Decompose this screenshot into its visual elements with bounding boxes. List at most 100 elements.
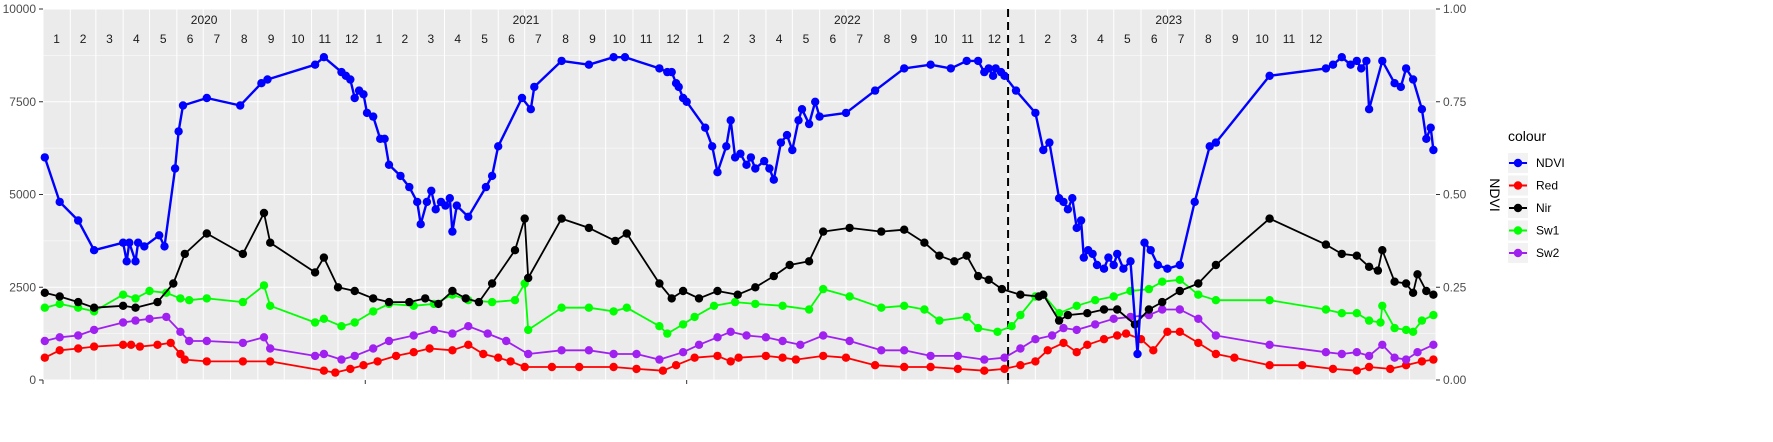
data-point-red — [319, 366, 329, 375]
data-point-nir — [557, 214, 566, 223]
month-label: 6 — [187, 32, 194, 46]
data-point-nir — [1194, 279, 1203, 288]
data-point-ndvi — [517, 93, 527, 103]
series-nir — [40, 208, 1438, 329]
data-point-ndvi — [1346, 60, 1355, 69]
data-point-sw1 — [1390, 323, 1399, 333]
legend-label: Sw1 — [1536, 224, 1560, 238]
data-point-sw2 — [1429, 340, 1438, 349]
data-point-nir — [1401, 279, 1411, 288]
data-point-nir — [769, 271, 778, 281]
data-point-sw1 — [1429, 310, 1438, 320]
data-point-red — [609, 362, 618, 372]
data-point-nir — [1083, 309, 1092, 318]
data-point-sw1 — [804, 305, 814, 314]
data-point-nir — [713, 286, 722, 296]
right-axis-tick-label: 0.50 — [1443, 188, 1467, 202]
data-point-nir — [1158, 297, 1167, 307]
data-point-sw1 — [709, 301, 719, 310]
data-point-sw2 — [1091, 320, 1100, 329]
data-point-sw2 — [1158, 305, 1167, 314]
data-point-sw1 — [55, 299, 64, 309]
data-point-nir — [40, 288, 49, 297]
data-point-red — [464, 340, 473, 349]
data-point-sw2 — [1000, 353, 1009, 362]
data-point-sw2 — [1265, 340, 1274, 349]
data-point-nir — [369, 294, 378, 303]
data-point-sw1 — [557, 303, 566, 312]
data-point-ndvi — [841, 108, 851, 118]
data-point-red — [1099, 335, 1109, 344]
data-point-ndvi — [236, 101, 245, 110]
month-label: 5 — [160, 32, 167, 46]
data-point-nir — [333, 283, 343, 292]
data-point-ndvi — [760, 156, 769, 166]
data-point-sw1 — [1158, 277, 1167, 286]
data-point-ndvi — [1068, 194, 1077, 203]
data-point-sw1 — [1417, 316, 1427, 325]
data-point-sw1 — [1109, 292, 1118, 301]
data-point-ndvi — [263, 75, 272, 84]
data-point-nir — [487, 279, 497, 288]
data-point-red — [1113, 331, 1122, 340]
data-point-sw1 — [185, 296, 194, 305]
data-point-nir — [310, 268, 320, 277]
data-point-ndvi — [1146, 246, 1155, 255]
data-point-ndvi — [788, 145, 797, 155]
month-label: 9 — [589, 32, 596, 46]
data-point-sw1 — [1054, 309, 1064, 318]
data-point-sw1 — [1321, 305, 1331, 314]
data-point-sw2 — [1194, 314, 1203, 323]
data-point-red — [1328, 364, 1338, 374]
data-point-sw1 — [1072, 301, 1081, 310]
data-point-nir — [1352, 251, 1362, 260]
month-label: 11 — [1283, 32, 1296, 46]
data-point-ndvi — [174, 127, 183, 136]
data-point-sw2 — [131, 316, 140, 325]
data-point-sw2 — [1352, 348, 1362, 357]
data-point-sw2 — [238, 338, 248, 348]
data-point-sw1 — [1091, 296, 1100, 305]
data-point-ndvi — [988, 71, 998, 81]
month-label: 7 — [1178, 32, 1185, 46]
data-point-ndvi — [487, 171, 497, 181]
data-point-sw1 — [973, 323, 983, 333]
data-point-nir — [1321, 240, 1331, 249]
month-label: 9 — [1232, 32, 1239, 46]
grid-lines — [42, 8, 1437, 381]
data-point-red — [1031, 357, 1040, 366]
data-point-ndvi — [1357, 64, 1366, 73]
data-point-sw1 — [920, 305, 929, 314]
data-point-ndvi — [369, 112, 378, 121]
data-point-red — [1072, 348, 1081, 357]
data-point-sw2 — [1031, 335, 1040, 344]
data-point-nir — [434, 299, 443, 309]
data-point-sw1 — [1175, 275, 1185, 284]
legend-item-sw2: Sw2 — [1508, 243, 1560, 263]
month-label: 11 — [319, 32, 332, 46]
month-label: 4 — [1097, 32, 1104, 46]
data-point-nir — [1408, 288, 1418, 297]
data-point-ndvi — [946, 64, 955, 73]
data-point-red — [1043, 346, 1052, 355]
data-point-red — [1429, 355, 1438, 364]
month-label: 12 — [1309, 32, 1323, 46]
data-point-ndvi — [713, 168, 722, 177]
data-point-nir — [1378, 246, 1387, 255]
data-point-ndvi — [257, 79, 266, 88]
data-point-ndvi — [726, 116, 735, 125]
month-label: 8 — [241, 32, 248, 46]
data-point-sw2 — [259, 333, 269, 342]
data-point-sw1 — [510, 296, 520, 305]
data-point-ndvi — [526, 105, 535, 114]
data-point-ndvi — [1378, 56, 1387, 66]
data-point-nir — [153, 297, 162, 307]
data-point-red — [373, 357, 382, 366]
data-point-nir — [510, 246, 520, 255]
data-point-ndvi — [1163, 264, 1172, 273]
legend-label: Nir — [1536, 201, 1551, 215]
data-point-sw1 — [663, 329, 672, 338]
month-label: 10 — [1255, 32, 1269, 46]
month-label: 6 — [1151, 32, 1158, 46]
data-point-sw2 — [162, 312, 171, 322]
